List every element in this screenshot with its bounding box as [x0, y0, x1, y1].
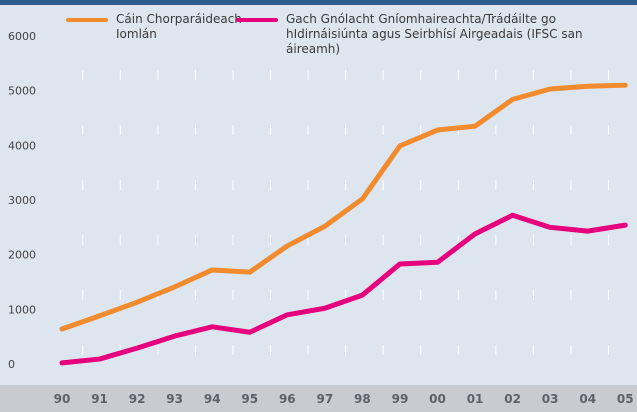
x-tick-label: 03	[542, 392, 559, 406]
x-tick-label: 00	[429, 392, 446, 406]
x-tick-label: 01	[467, 392, 484, 406]
x-tick-label: 93	[166, 392, 183, 406]
series-line	[59, 82, 628, 332]
x-tick-label: 94	[204, 392, 221, 406]
y-tick-label: 4000	[8, 139, 36, 152]
x-axis-band	[0, 385, 637, 412]
x-tick-label: 91	[91, 392, 108, 406]
y-tick-label: 1000	[8, 303, 36, 316]
x-tick-label: 97	[316, 392, 333, 406]
y-tick-label: 6000	[8, 30, 36, 43]
y-tick-label: 5000	[8, 85, 36, 98]
x-tick-label: 95	[241, 392, 258, 406]
x-tick-label: 04	[579, 392, 596, 406]
legend-label: Cáin Chorparáideach Iomlán	[116, 12, 242, 41]
x-tick-label: 99	[392, 392, 409, 406]
legend-label: Gach Gnólacht Gníomhaireachta/Trádáilte …	[286, 12, 583, 56]
series-line	[59, 212, 628, 366]
x-tick-label: 05	[617, 392, 634, 406]
x-tick-label: 02	[504, 392, 521, 406]
x-tick-label: 92	[129, 392, 146, 406]
x-tick-label: 96	[279, 392, 296, 406]
y-tick-label: 0	[8, 358, 15, 371]
top-strip	[0, 0, 637, 5]
x-tick-label: 98	[354, 392, 371, 406]
legend-swatch	[66, 18, 108, 22]
x-tick-label: 90	[54, 392, 71, 406]
legend-swatch	[236, 18, 278, 22]
y-tick-label: 3000	[8, 194, 36, 207]
y-tick-label: 2000	[8, 249, 36, 262]
